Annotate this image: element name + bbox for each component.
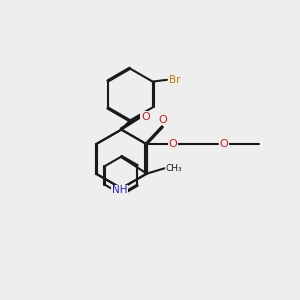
Text: Br: Br bbox=[169, 75, 181, 85]
Text: O: O bbox=[220, 139, 229, 149]
Text: O: O bbox=[169, 139, 177, 149]
Text: O: O bbox=[158, 115, 167, 125]
Text: NH: NH bbox=[112, 185, 127, 195]
Text: O: O bbox=[141, 112, 150, 122]
Text: CH₃: CH₃ bbox=[165, 164, 182, 173]
